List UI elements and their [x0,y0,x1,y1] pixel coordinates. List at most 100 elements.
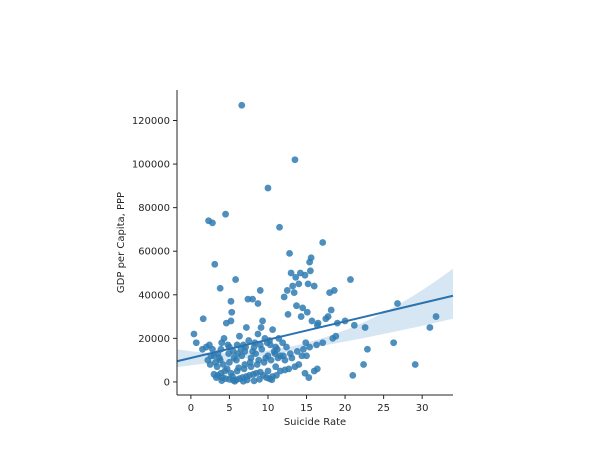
data-point [293,348,301,355]
data-point [306,343,314,351]
confidence-band [177,268,453,368]
data-point [284,310,292,318]
data-point [220,334,228,342]
data-point [305,374,313,381]
data-point [280,293,288,301]
data-point [432,313,440,320]
data-point [227,297,235,305]
data-point [212,374,220,381]
y-tick-label: 120000 [132,116,170,127]
data-point [297,313,305,320]
data-point [286,249,293,257]
x-tick-label: 30 [416,403,429,414]
data-point [394,300,401,307]
data-point [293,302,300,310]
data-point [232,276,239,283]
data-point [361,324,369,331]
data-point [226,358,233,366]
data-point [332,332,340,340]
data-point [360,361,367,368]
data-point [272,363,280,371]
data-point [281,356,289,364]
data-point [426,324,434,331]
y-tick-label: 60000 [138,247,170,258]
data-point [350,321,358,329]
data-point [288,354,296,362]
data-point [232,356,240,364]
data-point [246,358,254,366]
data-point [301,271,309,279]
data-point [319,339,327,347]
data-point [254,330,262,338]
data-point [411,361,419,368]
data-point [264,184,272,192]
x-tick-label: 0 [188,403,194,414]
data-point [254,300,262,307]
y-tick-label: 100000 [132,160,170,171]
data-point [304,280,312,288]
data-point [289,282,297,290]
data-point [222,210,229,218]
data-point [256,341,264,349]
data-point [306,267,314,275]
confidence-band-layer [177,268,453,368]
data-point [242,324,250,331]
data-point [199,345,206,353]
data-points-layer [190,101,440,385]
data-point [302,339,310,347]
data-point [301,369,309,377]
regression-line [176,294,454,363]
data-point [319,239,327,246]
y-tick-label: 40000 [138,290,170,301]
data-point [390,339,398,347]
data-point [313,365,321,373]
data-point [241,361,249,368]
data-point [287,269,295,277]
data-point [255,356,263,364]
data-point [219,361,227,368]
data-point [256,287,264,294]
x-tick-label: 25 [377,403,390,414]
data-point [238,101,246,109]
data-point [300,345,307,353]
data-point [283,287,291,294]
data-point [245,337,253,344]
data-point [228,308,236,316]
data-point [250,343,258,351]
data-point [291,156,299,164]
data-point [268,376,276,384]
data-point [349,371,357,379]
data-point [295,280,303,288]
data-point [262,354,270,362]
data-point [216,284,224,292]
data-point [271,350,279,358]
data-point [264,367,272,375]
data-point [218,377,226,385]
regression-line-layer [176,294,454,363]
x-tick-label: 10 [262,403,275,414]
data-point [364,345,371,353]
y-tick-label: 80000 [138,203,170,214]
data-point [276,223,283,231]
data-point [223,365,231,373]
data-point [259,317,266,325]
data-point [303,352,310,360]
data-point [217,369,225,377]
data-point [303,308,311,316]
axes-layer: 0 5 10 15 20 25 30 0 20000 40000 60000 80000 100000 1… [132,90,453,414]
data-point [330,287,338,294]
data-point [327,306,335,314]
data-point [290,289,298,297]
data-point [236,332,243,340]
data-point [190,330,198,338]
data-point [225,350,233,358]
data-point [209,345,216,353]
x-axis-label: Suicide Rate [284,417,346,428]
data-point [192,339,200,347]
data-point [244,295,252,303]
x-tick-label: 15 [300,403,313,414]
y-tick-label: 20000 [138,334,170,345]
data-point [324,313,332,320]
data-point [199,315,207,323]
